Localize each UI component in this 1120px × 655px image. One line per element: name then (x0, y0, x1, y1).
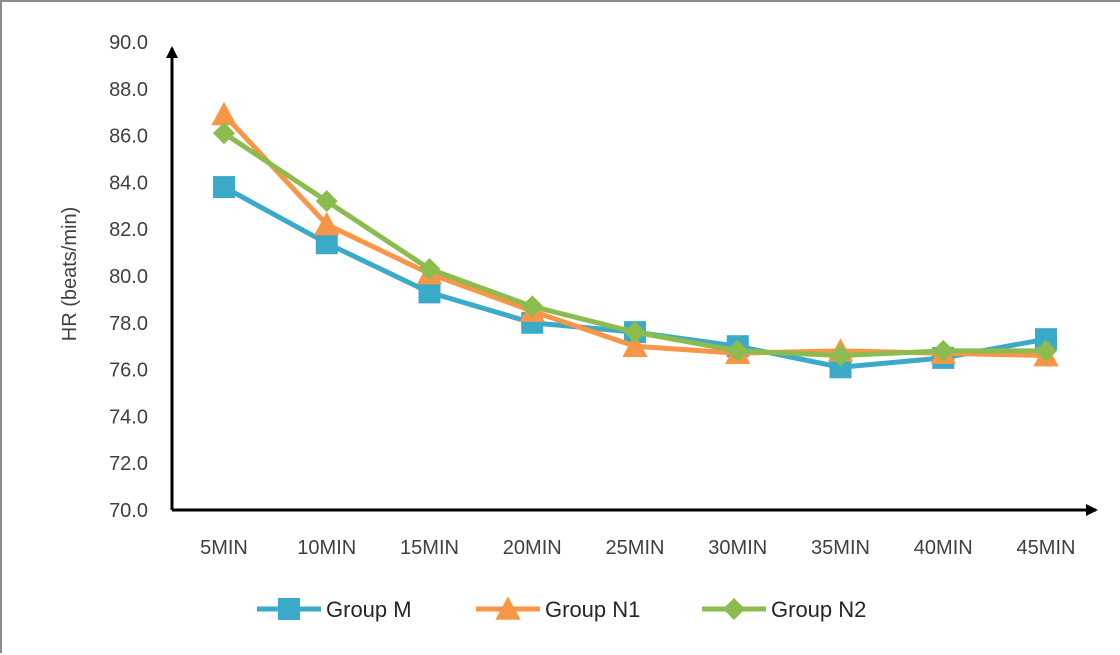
x-tick-label: 40MIN (914, 537, 973, 559)
data-point (1035, 339, 1057, 362)
legend-marker (723, 598, 745, 620)
data-point (315, 232, 338, 255)
axes (166, 46, 1098, 516)
data-point (211, 101, 237, 126)
data-point (213, 122, 235, 145)
legend-marker (278, 598, 300, 620)
legend: Group M Group N1 Group N2 (257, 596, 866, 622)
y-tick-label: 80.0 (109, 266, 148, 288)
series-line (221, 112, 1049, 359)
data-point (829, 344, 852, 367)
series-lines (211, 101, 1059, 379)
x-tick-label: 10MIN (297, 537, 356, 559)
data-point (622, 333, 648, 357)
y-tick-label: 72.0 (109, 453, 148, 475)
data-point (932, 339, 955, 362)
data-point (1035, 328, 1057, 351)
series-group-n2 (213, 122, 1057, 367)
legend-marker (495, 596, 521, 620)
y-tick-label: 84.0 (109, 172, 148, 194)
x-tick-label: 45MIN (1017, 537, 1076, 559)
data-point (213, 176, 235, 199)
data-point (521, 295, 544, 318)
y-tick-label: 74.0 (109, 406, 148, 428)
data-point (829, 356, 852, 379)
legend-item: Group N1 (476, 596, 640, 622)
y-tick-label: 76.0 (109, 360, 148, 382)
x-tick-label: 20MIN (503, 537, 562, 559)
data-point (624, 321, 646, 344)
legend-label: Group N2 (771, 597, 866, 622)
data-point (418, 257, 441, 280)
y-tick-labels: 70.0 72.0 74.0 76.0 78.0 80.0 82.0 84.0 86.0 88.0… (109, 32, 148, 522)
x-tick-label: 30MIN (708, 537, 767, 559)
legend-label: Group N1 (545, 597, 640, 622)
legend-item: Group M (257, 597, 412, 622)
x-tick-label: 25MIN (606, 537, 665, 559)
x-tick-labels: 5MIN 10MIN 15MIN 20MIN 25MIN 30MIN 35MIN 40MIN 4… (200, 537, 1075, 559)
x-tick-label: 15MIN (400, 537, 459, 559)
data-point (315, 190, 338, 213)
data-point (418, 281, 441, 304)
y-tick-label: 78.0 (109, 313, 148, 335)
y-tick-label: 70.0 (109, 500, 148, 522)
y-axis-title: HR (beats/min) (59, 207, 81, 341)
x-tick-label: 5MIN (200, 537, 248, 559)
legend-item: Group N2 (702, 597, 866, 622)
legend-label: Group M (326, 597, 412, 622)
data-point (314, 211, 340, 236)
x-tick-label: 35MIN (811, 537, 870, 559)
y-tick-label: 88.0 (109, 79, 148, 101)
y-tick-label: 90.0 (109, 32, 148, 54)
data-point (726, 339, 749, 362)
y-tick-label: 82.0 (109, 219, 148, 241)
y-tick-label: 86.0 (109, 126, 148, 148)
